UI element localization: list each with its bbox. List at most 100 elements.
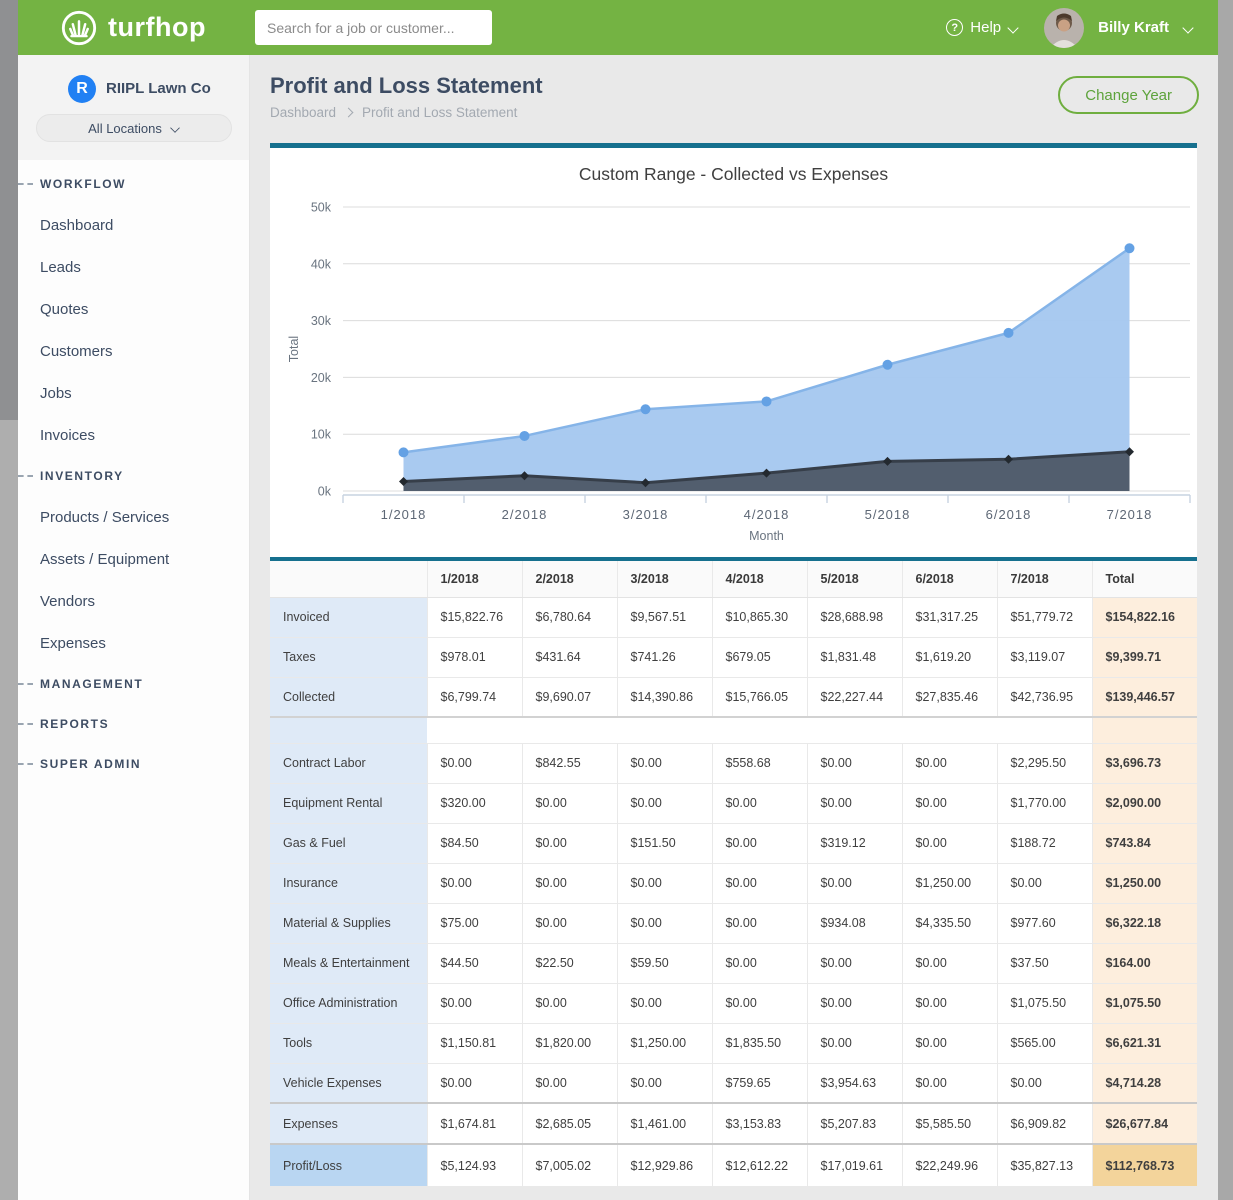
cell-value: $0.00 (711, 902, 807, 943)
cell-value: $28,688.98 (806, 596, 902, 637)
cell-value: $558.68 (711, 742, 807, 783)
section-dashes-icon (18, 723, 33, 725)
cell-value: $0.00 (806, 942, 902, 983)
row-label: Office Administration (270, 982, 427, 1023)
cell-total: $164.00 (1091, 942, 1197, 983)
x-tick-label: 1/2018 (381, 507, 427, 522)
user-avatar[interactable] (1044, 7, 1085, 48)
sidebar-section-label: INVENTORY (40, 469, 124, 483)
cell-value: $4,335.50 (901, 902, 997, 943)
search-input[interactable] (255, 10, 492, 45)
y-tick-label: 10k (311, 428, 332, 442)
spacer-total (1091, 716, 1197, 743)
table-row-material-supplies: Material & Supplies $75.00 $0.00 $0.00 $0.00… (270, 902, 1197, 943)
cell-value: $0.00 (426, 982, 522, 1023)
collected-area (403, 248, 1130, 491)
cell-total: $9,399.71 (1091, 636, 1197, 677)
company-name: RIIPL Lawn Co (106, 80, 211, 97)
cell-value: $0.00 (521, 862, 617, 903)
x-tick-label: 5/2018 (865, 507, 911, 522)
cell-value: $0.00 (616, 862, 712, 903)
table-row-invoiced: Invoiced $15,822.76 $6,780.64 $9,567.51 $10,… (270, 596, 1197, 637)
table-row-tools: Tools $1,150.81 $1,820.00 $1,250.00 $1,835.5… (270, 1022, 1197, 1063)
y-tick-label: 40k (311, 257, 332, 271)
sidebar-section-management[interactable]: MANAGEMENT (18, 664, 249, 704)
cell-value: $9,690.07 (521, 676, 617, 717)
row-label: Insurance (270, 862, 427, 903)
collected-point (640, 404, 651, 415)
chevron-down-icon[interactable] (1183, 23, 1193, 33)
sidebar-item-assets-equipment[interactable]: Assets / Equipment (40, 550, 170, 568)
cell-value: $1,461.00 (616, 1102, 712, 1144)
cell-value: $842.55 (521, 742, 617, 783)
section-dashes-icon (18, 763, 33, 765)
cell-value: $0.00 (711, 982, 807, 1023)
sidebar-section-workflow[interactable]: WORKFLOW (18, 164, 249, 204)
breadcrumb-item-dashboard[interactable]: Dashboard (270, 105, 337, 120)
cell-value: $2,295.50 (996, 742, 1092, 783)
section-dashes-icon (18, 475, 33, 477)
table-row-gas-fuel: Gas & Fuel $84.50 $0.00 $151.50 $0.00 $319.12… (270, 822, 1197, 863)
x-axis-label: Month (749, 529, 784, 543)
cell-value: $320.00 (426, 782, 522, 823)
brand-logo-group[interactable]: turfhop (60, 9, 206, 47)
expenses-point (883, 456, 892, 466)
sidebar-item-dashboard[interactable]: Dashboard (40, 216, 114, 234)
cell-value: $1,250.00 (901, 862, 997, 903)
sidebar-item-leads[interactable]: Leads (40, 258, 81, 276)
cell-value: $6,909.82 (996, 1102, 1092, 1144)
table-row-insurance: Insurance $0.00 $0.00 $0.00 $0.00 $0.00 $1,250… (270, 862, 1197, 903)
help-label: Help (970, 19, 1002, 36)
collected-point (882, 359, 893, 370)
cell-value: $0.00 (616, 742, 712, 783)
cell-value: $978.01 (426, 636, 522, 677)
cell-total: $6,621.31 (1091, 1022, 1197, 1063)
cell-value: $319.12 (806, 822, 902, 863)
change-year-button[interactable]: Change Year (1058, 76, 1199, 114)
sidebar-section-reports[interactable]: REPORTS (18, 704, 249, 744)
brand-name: turfhop (108, 12, 206, 42)
column-header: 3/2018 (616, 561, 712, 598)
cell-value: $59.50 (616, 942, 712, 983)
sidebar-item-jobs[interactable]: Jobs (40, 384, 72, 402)
cell-value: $15,766.05 (711, 676, 807, 717)
locations-dropdown[interactable]: All Locations (36, 114, 232, 142)
collected-vs-expenses-chart: 0k 10k 20k 30k 40k 50k Total 1/2018 2/2018 3/2018… (287, 201, 1191, 543)
cell-value: $679.05 (711, 636, 807, 677)
company-avatar: R (68, 75, 96, 103)
left-scrollbar-thumb[interactable] (0, 0, 18, 420)
sidebar: R RIIPL Lawn Co All Locations WORKFLOW Da… (18, 55, 250, 1200)
collected-point (398, 447, 409, 458)
sidebar-item-customers[interactable]: Customers (40, 342, 113, 360)
cell-value: $10,865.30 (711, 596, 807, 637)
help-menu[interactable]: ? Help (946, 19, 1018, 36)
sidebar-item-vendors[interactable]: Vendors (40, 592, 96, 610)
cell-value: $0.00 (806, 1022, 902, 1063)
table-row-equipment-rental: Equipment Rental $320.00 $0.00 $0.00 $0.00 $0… (270, 782, 1197, 823)
sidebar-item-invoices[interactable]: Invoices (40, 426, 96, 444)
sidebar-section-inventory[interactable]: INVENTORY (18, 456, 249, 496)
collected-point (519, 430, 530, 441)
sidebar-item-expenses[interactable]: Expenses (40, 634, 106, 652)
cell-value: $3,954.63 (806, 1062, 902, 1103)
cell-value: $1,619.20 (901, 636, 997, 677)
cell-value: $759.65 (711, 1062, 807, 1103)
cell-value: $22,249.96 (901, 1143, 997, 1186)
left-scrollbar[interactable] (0, 0, 18, 1200)
column-header: 6/2018 (901, 561, 997, 598)
right-scrollbar[interactable] (1218, 0, 1233, 1200)
cell-total: $112,768.73 (1091, 1143, 1197, 1186)
table-row-taxes: Taxes $978.01 $431.64 $741.26 $679.05 $1,831.… (270, 636, 1197, 677)
row-label: Collected (270, 676, 427, 717)
spacer-cells (427, 716, 1092, 743)
cell-total: $743.84 (1091, 822, 1197, 863)
table-row-vehicle-expenses: Vehicle Expenses $0.00 $0.00 $0.00 $759.65 $3… (270, 1062, 1197, 1103)
sidebar-item-quotes[interactable]: Quotes (40, 300, 89, 318)
column-header: 7/2018 (996, 561, 1092, 598)
sidebar-section-super-admin[interactable]: SUPER ADMIN (18, 744, 249, 784)
cell-value: $0.00 (901, 822, 997, 863)
sidebar-item-products-services[interactable]: Products / Services (40, 508, 170, 526)
row-label: Vehicle Expenses (270, 1062, 427, 1103)
cell-value: $0.00 (711, 942, 807, 983)
cell-value: $1,674.81 (426, 1102, 522, 1144)
